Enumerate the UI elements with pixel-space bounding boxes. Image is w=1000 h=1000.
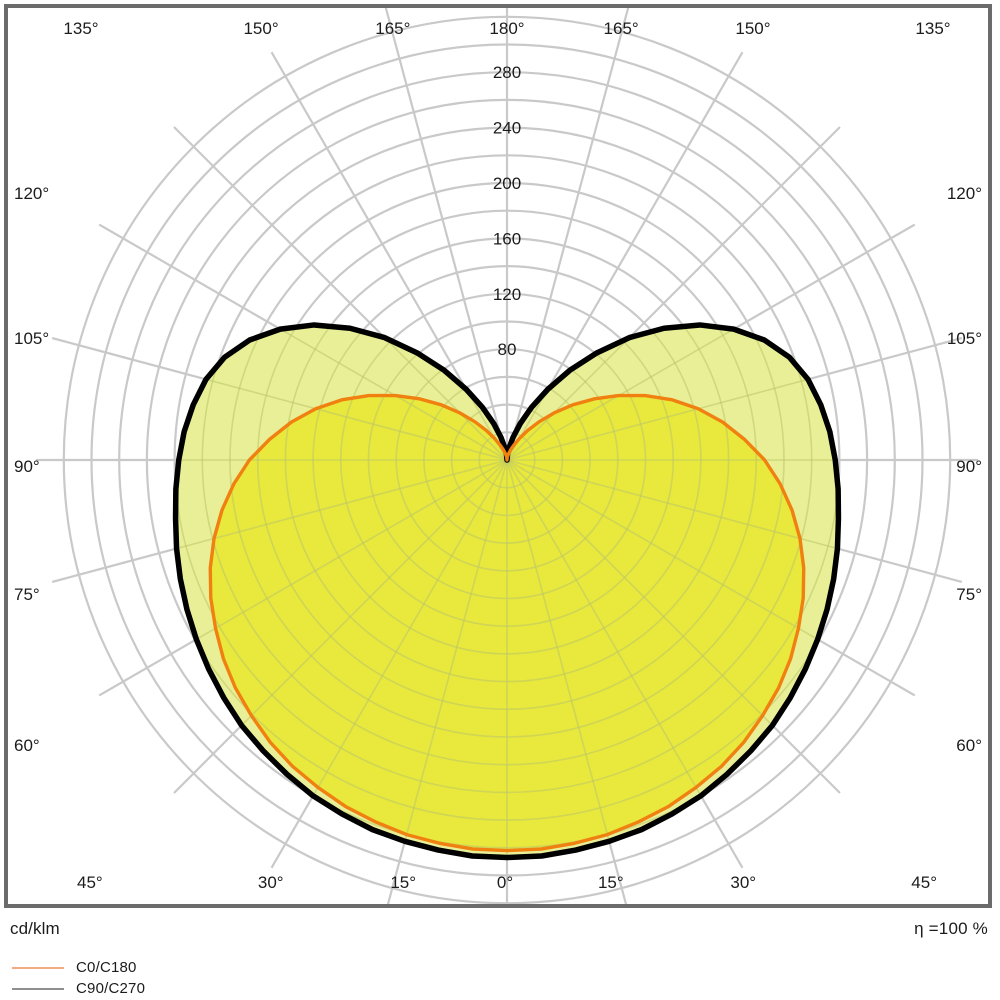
- efficiency-label: η =100 %: [914, 919, 988, 938]
- angular-tick-label: 150°: [243, 19, 278, 38]
- angular-tick-label: 180°: [489, 19, 524, 38]
- plot-footer: cd/klm η =100 % C0/C180 C90/C270: [0, 912, 1000, 1000]
- angular-tick-label: 15°: [390, 873, 416, 892]
- distribution-curves: [172, 322, 842, 861]
- angular-tick-label: 15°: [598, 873, 624, 892]
- angular-tick-label: 45°: [911, 873, 937, 892]
- angular-tick-label: 75°: [956, 585, 982, 604]
- legend-line-icon: [12, 966, 64, 969]
- angular-tick-label: 120°: [14, 184, 49, 203]
- legend: C0/C180 C90/C270: [12, 957, 145, 999]
- angular-tick-label: 90°: [14, 457, 40, 476]
- angular-tick-label: 165°: [604, 19, 639, 38]
- angular-tick-labels: 0° 15° 15° 30° 30° 45° 45° 180° 165° 150° 135° 165°…: [14, 19, 982, 892]
- unit-label: cd/klm: [10, 919, 60, 938]
- radial-tick-label: 240: [493, 119, 521, 138]
- angular-tick-label: 135°: [915, 19, 950, 38]
- angular-tick-label: 75°: [14, 585, 40, 604]
- radial-tick-labels: 80 120 160 200 240 280: [493, 63, 521, 359]
- angular-tick-label: 60°: [956, 736, 982, 755]
- angular-tick-label: 45°: [77, 873, 103, 892]
- legend-item: C90/C270: [12, 978, 145, 999]
- polar-plot-canvas: 80 120 160 200 240 280 0° 15° 15° 30° 30° 45° 45° 18…: [14, 8, 982, 904]
- angular-tick-label: 150°: [735, 19, 770, 38]
- angular-tick-label: 120°: [947, 184, 982, 203]
- radial-tick-label: 80: [498, 340, 517, 359]
- angular-tick-label: 105°: [14, 329, 49, 348]
- polar-plot-frame: 80 120 160 200 240 280 0° 15° 15° 30° 30° 45° 45° 18…: [4, 4, 992, 908]
- angular-tick-label: 30°: [730, 873, 756, 892]
- legend-item-label: C0/C180: [76, 959, 137, 976]
- angular-tick-label: 0°: [497, 873, 513, 892]
- angular-tick-label: 165°: [375, 19, 410, 38]
- legend-line-icon: [12, 987, 64, 990]
- angular-tick-label: 105°: [947, 329, 982, 348]
- legend-item-label: C90/C270: [76, 980, 146, 997]
- radial-tick-label: 280: [493, 63, 521, 82]
- radial-tick-label: 160: [493, 229, 521, 248]
- legend-item: C0/C180: [12, 957, 145, 978]
- angular-tick-label: 90°: [956, 457, 982, 476]
- radial-tick-label: 200: [493, 174, 521, 193]
- radial-tick-label: 120: [493, 285, 521, 304]
- angular-tick-label: 30°: [258, 873, 284, 892]
- angular-tick-label: 60°: [14, 736, 40, 755]
- angular-tick-label: 135°: [63, 19, 98, 38]
